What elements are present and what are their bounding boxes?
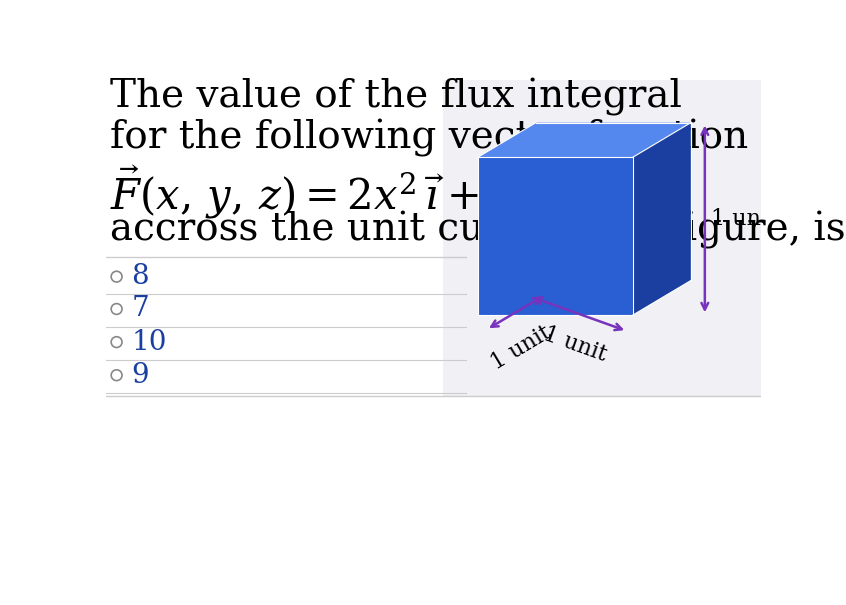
Text: 9: 9 (131, 362, 149, 388)
Text: 8: 8 (131, 263, 149, 290)
Text: 1 un: 1 un (711, 208, 761, 230)
Text: 10: 10 (131, 329, 167, 356)
Text: The value of the flux integral: The value of the flux integral (110, 78, 682, 116)
Circle shape (111, 304, 122, 315)
Text: accross the unit cube in the figure, is: accross the unit cube in the figure, is (110, 211, 845, 249)
Text: $\vec{F}(x,\, y,\, z) = 2x^{2}\,\vec{\imath} + 3y\,\vec{\jmath} + 2z\,\vec{k}$: $\vec{F}(x,\, y,\, z) = 2x^{2}\,\vec{\im… (110, 161, 690, 221)
Circle shape (111, 271, 122, 282)
Text: for the following vector function: for the following vector function (110, 119, 748, 157)
Text: 7: 7 (131, 295, 149, 322)
Text: 1 unit: 1 unit (487, 321, 555, 374)
Circle shape (111, 370, 122, 381)
Polygon shape (633, 123, 691, 315)
Text: 1 unit: 1 unit (541, 323, 610, 367)
Polygon shape (478, 157, 633, 315)
Bar (442, 80, 761, 396)
Polygon shape (478, 123, 691, 157)
Circle shape (111, 337, 122, 347)
